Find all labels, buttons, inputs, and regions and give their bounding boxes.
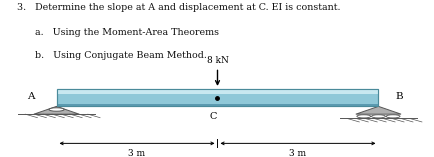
Circle shape bbox=[356, 115, 370, 118]
Circle shape bbox=[49, 108, 64, 111]
Text: 3.   Determine the slope at A and displacement at C. EI is constant.: 3. Determine the slope at A and displace… bbox=[17, 3, 340, 12]
Circle shape bbox=[371, 115, 385, 118]
Polygon shape bbox=[355, 106, 400, 114]
Text: 3 m: 3 m bbox=[289, 149, 306, 157]
Text: a.   Using the Moment-Area Theorems: a. Using the Moment-Area Theorems bbox=[17, 28, 219, 37]
Text: b.   Using Conjugate Beam Method.: b. Using Conjugate Beam Method. bbox=[17, 51, 207, 60]
Text: C: C bbox=[209, 112, 216, 121]
Polygon shape bbox=[56, 104, 378, 106]
Text: 3 m: 3 m bbox=[128, 149, 145, 157]
Text: 8 kN: 8 kN bbox=[206, 56, 228, 65]
Text: B: B bbox=[395, 92, 403, 101]
Circle shape bbox=[385, 115, 399, 118]
Polygon shape bbox=[56, 89, 378, 106]
Text: A: A bbox=[27, 92, 35, 101]
Polygon shape bbox=[56, 89, 378, 94]
Polygon shape bbox=[34, 106, 79, 114]
